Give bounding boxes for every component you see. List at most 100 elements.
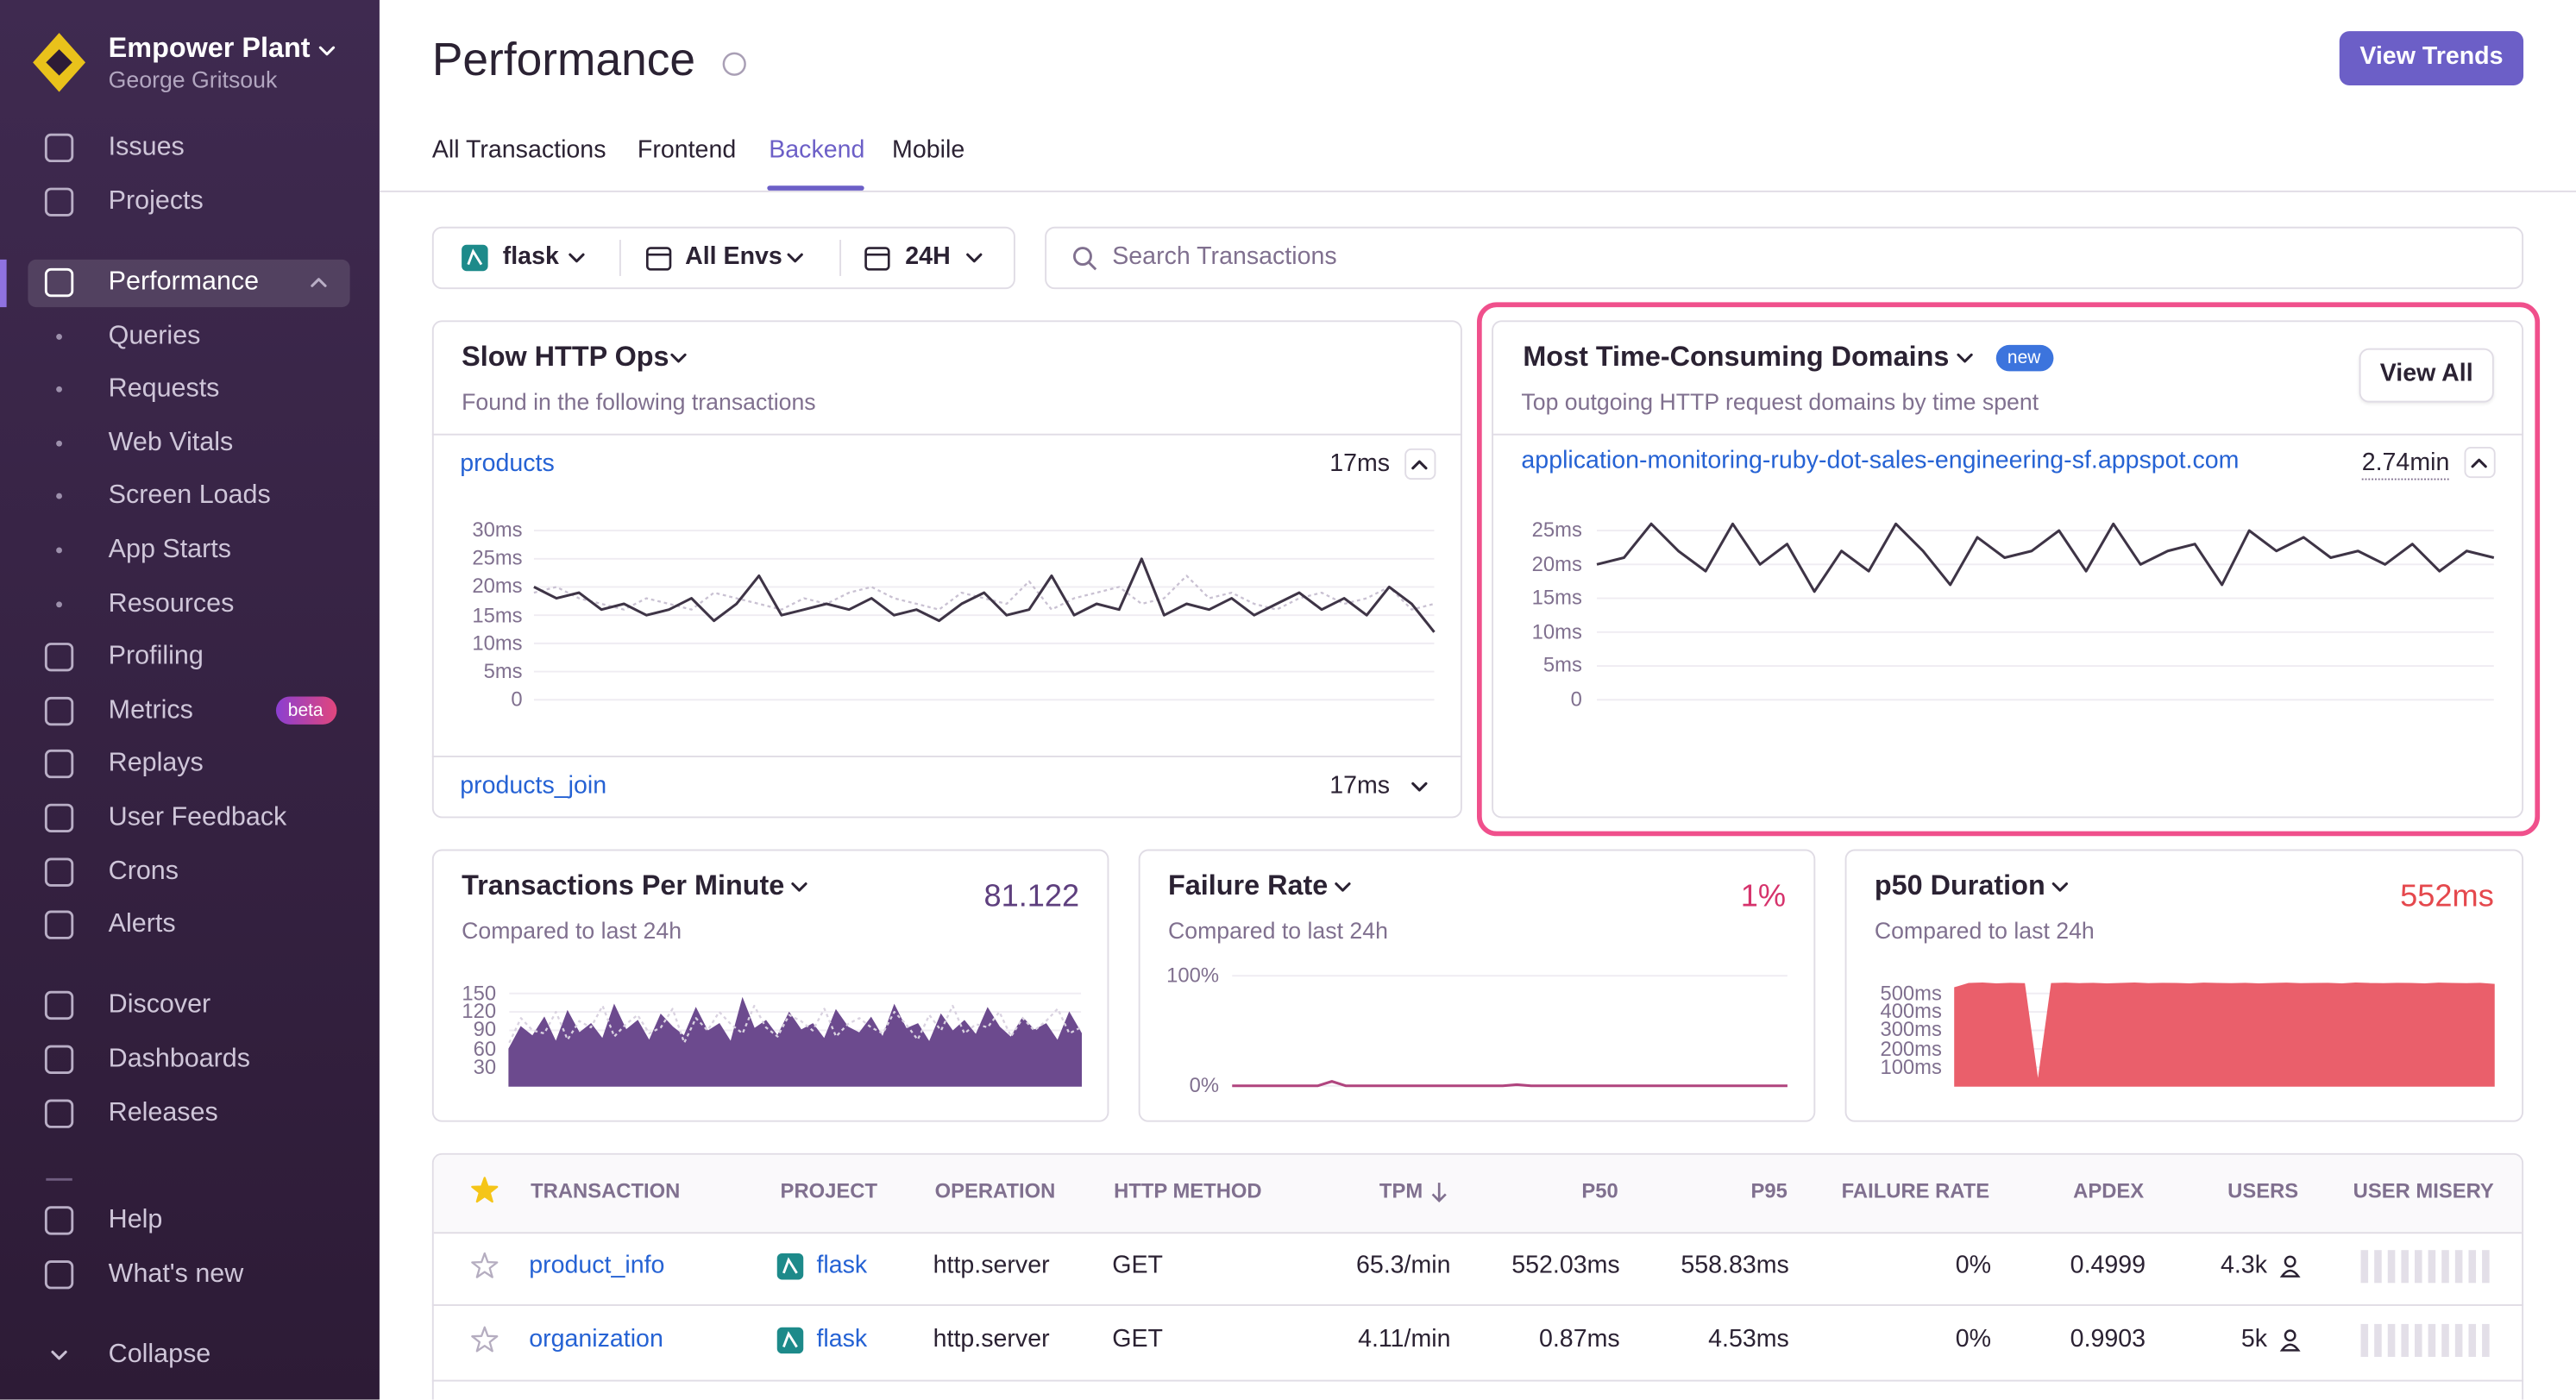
column-header[interactable]: P50 xyxy=(1581,1179,1618,1203)
nav-item[interactable]: Requests xyxy=(108,374,220,403)
y-tick-label: 400ms xyxy=(1880,1000,1942,1023)
duration: 2.74min xyxy=(2361,449,2450,480)
org-name[interactable]: Empower Plant xyxy=(108,32,311,64)
help-icon xyxy=(722,52,746,76)
button[interactable]: View All xyxy=(2379,359,2473,387)
table-cell: 4.53ms xyxy=(1708,1325,1789,1353)
nav-item[interactable]: Collapse xyxy=(108,1340,211,1369)
table xyxy=(431,1152,2524,1400)
nav-item[interactable]: Dashboards xyxy=(108,1045,250,1073)
filter-bar xyxy=(431,226,1015,290)
chevron-box[interactable] xyxy=(2464,446,2496,479)
column-header[interactable]: USER MISERY xyxy=(2353,1179,2494,1203)
nav-item[interactable]: Releases xyxy=(108,1099,218,1127)
widget-title[interactable]: p50 Duration xyxy=(1874,870,2045,901)
table-cell: 4.11/min xyxy=(1358,1325,1451,1353)
chevron-box[interactable] xyxy=(1404,448,1436,480)
panel-title[interactable]: Slow HTTP Ops xyxy=(462,341,669,373)
badge-bg xyxy=(1995,344,2054,372)
project-filter[interactable]: flask xyxy=(502,242,559,271)
button-bg xyxy=(2339,31,2524,86)
column-header[interactable]: P95 xyxy=(1750,1179,1787,1203)
nav-item[interactable]: What's new xyxy=(108,1260,244,1289)
nav-item[interactable]: Screen Loads xyxy=(108,481,271,510)
nav-item[interactable]: Queries xyxy=(108,322,201,351)
nav-item[interactable]: Projects xyxy=(108,187,204,216)
user-name: George Gritsouk xyxy=(108,66,278,93)
column-header[interactable]: TPM xyxy=(1379,1179,1423,1203)
nav-item[interactable]: Replays xyxy=(108,749,204,778)
column-header[interactable]: HTTP METHOD xyxy=(1114,1179,1262,1203)
env-filter[interactable]: All Envs xyxy=(685,242,782,271)
divider xyxy=(431,433,1462,436)
nav-item[interactable]: Help xyxy=(108,1206,163,1234)
button[interactable]: View Trends xyxy=(2359,42,2504,71)
divider xyxy=(431,1379,2524,1382)
table-cell: 4.3k xyxy=(2220,1251,2267,1280)
y-tick-label: 90 xyxy=(473,1018,497,1042)
column-header[interactable]: TRANSACTION xyxy=(531,1179,681,1203)
search-box[interactable] xyxy=(1045,226,2524,290)
y-tick-label: 150 xyxy=(462,981,497,1005)
badge: beta xyxy=(287,701,324,721)
tab[interactable]: Mobile xyxy=(892,135,965,164)
nav-item[interactable]: Performance xyxy=(108,267,260,297)
column-header[interactable]: PROJECT xyxy=(780,1179,878,1203)
y-tick-label: 500ms xyxy=(1880,981,1942,1005)
nav-item[interactable]: Crons xyxy=(108,857,179,886)
y-tick-label: 300ms xyxy=(1880,1018,1942,1042)
nav-item[interactable]: Resources xyxy=(108,590,235,618)
nav-item[interactable]: Metrics xyxy=(108,696,193,725)
nav-item[interactable]: Profiling xyxy=(108,642,204,671)
panel-subtitle: Found in the following transactions xyxy=(462,388,816,415)
badge: new xyxy=(2007,348,2041,368)
separator xyxy=(839,240,842,276)
nav-item[interactable]: App Starts xyxy=(108,536,231,564)
link[interactable]: products xyxy=(460,449,555,478)
tab[interactable]: All Transactions xyxy=(431,135,606,164)
widget-title[interactable]: Transactions Per Minute xyxy=(462,870,785,901)
y-tick-label: 100% xyxy=(1166,964,1220,988)
panel-subtitle: Top outgoing HTTP request domains by tim… xyxy=(1521,388,2039,415)
nav-item[interactable]: Web Vitals xyxy=(108,429,234,457)
header-divider xyxy=(379,190,2576,192)
period-filter[interactable]: 24H xyxy=(905,242,951,271)
highlight xyxy=(1477,302,2541,837)
tab[interactable]: Backend xyxy=(769,135,865,164)
divider xyxy=(431,755,1462,757)
y-tick-label: 0 xyxy=(1570,687,1582,712)
y-tick-label: 60 xyxy=(473,1037,497,1060)
y-tick-label: 120 xyxy=(462,1000,497,1023)
table-cell: http.server xyxy=(933,1251,1050,1280)
tab[interactable]: Frontend xyxy=(637,135,737,164)
y-tick-label: 0 xyxy=(511,687,523,712)
column-header[interactable]: FAILURE RATE xyxy=(1841,1179,1990,1203)
y-tick-label: 15ms xyxy=(1531,586,1582,610)
nav-item[interactable]: Discover xyxy=(108,990,211,1020)
widget-title[interactable]: Failure Rate xyxy=(1167,870,1329,901)
table-cell: GET xyxy=(1112,1325,1163,1353)
table-cell: GET xyxy=(1112,1251,1163,1280)
duration: 17ms xyxy=(1329,449,1391,478)
column-header[interactable]: APDEX xyxy=(2073,1179,2145,1203)
table-cell[interactable]: flask xyxy=(816,1325,868,1353)
nav-item[interactable]: User Feedback xyxy=(108,803,287,832)
table-cell: http.server xyxy=(933,1325,1050,1353)
table-cell[interactable]: organization xyxy=(529,1325,663,1353)
column-header[interactable]: OPERATION xyxy=(934,1179,1056,1203)
y-tick-label: 20ms xyxy=(472,574,523,599)
nav-active-bg xyxy=(28,259,350,308)
y-tick-label: 15ms xyxy=(472,603,523,627)
nav-item[interactable]: Alerts xyxy=(108,910,176,939)
y-tick-label: 30ms xyxy=(472,518,523,542)
panel-title[interactable]: Most Time-Consuming Domains xyxy=(1523,341,1950,373)
y-tick-label: 200ms xyxy=(1880,1037,1942,1060)
table-cell[interactable]: flask xyxy=(816,1251,868,1280)
column-header[interactable]: USERS xyxy=(2227,1179,2299,1203)
table-cell: 0% xyxy=(1955,1251,1992,1280)
table-cell[interactable]: product_info xyxy=(529,1251,665,1280)
nav-item[interactable]: Issues xyxy=(108,133,185,162)
link[interactable]: products_join xyxy=(460,771,607,800)
link[interactable]: application-monitoring-ruby-dot-sales-en… xyxy=(1521,446,2240,474)
